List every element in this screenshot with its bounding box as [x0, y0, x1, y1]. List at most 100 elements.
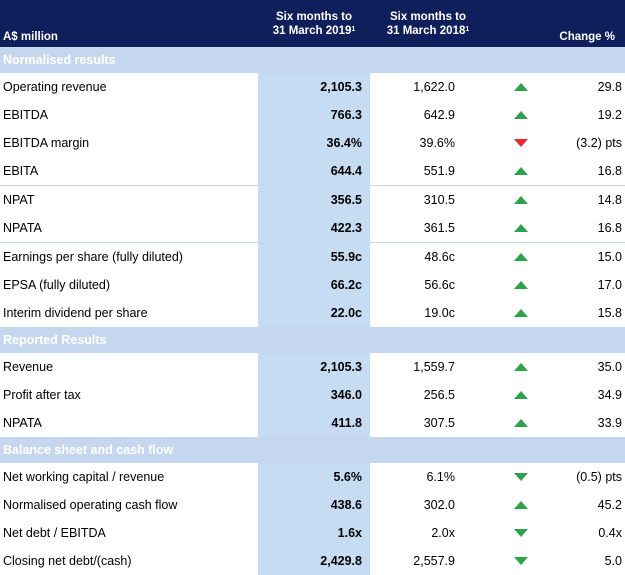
- up-green-icon: [514, 253, 528, 261]
- footnote-marker: 1: [465, 25, 470, 33]
- change-value: 19.2: [597, 108, 622, 122]
- current-value: 346.0: [258, 381, 370, 409]
- change-value: 5.0: [604, 554, 622, 568]
- table-row: Profit after tax 346.0 256.5 34.9: [0, 381, 625, 409]
- change-value: 16.8: [597, 164, 622, 178]
- row-label: Revenue: [3, 360, 54, 374]
- table-row: Interim dividend per share 22.0c 19.0c 15.8: [0, 299, 625, 327]
- prior-value: 1,559.7: [413, 360, 455, 374]
- table-row: Revenue 2,105.3 1,559.7 35.0: [0, 353, 625, 381]
- down-green-icon: [514, 557, 528, 565]
- row-label: Operating revenue: [3, 80, 107, 94]
- row-label: EBITDA margin: [3, 136, 90, 150]
- current-value: 438.6: [258, 491, 370, 519]
- change-value: 29.8: [597, 80, 622, 94]
- trend-cell: [486, 185, 556, 214]
- prior-value: 19.0c: [424, 306, 455, 320]
- prior-value: 2,557.9: [413, 554, 455, 568]
- prior-value: 39.6%: [419, 136, 455, 150]
- change-value: (3.2) pts: [576, 136, 622, 150]
- section-header: Normalised results: [0, 47, 625, 73]
- table-row: Net debt / EBITDA 1.6x 2.0x 0.4x: [0, 519, 625, 547]
- row-label: Normalised operating cash flow: [3, 498, 178, 512]
- prior-value: 6.1%: [426, 470, 456, 484]
- up-green-icon: [514, 281, 528, 289]
- trend-cell: [486, 242, 556, 271]
- trend-cell: [486, 73, 556, 101]
- table-row: NPATA 422.3 361.5 16.8: [0, 214, 625, 243]
- up-green-icon: [514, 167, 528, 175]
- current-value: 55.9c: [258, 242, 370, 271]
- table-row: EPSA (fully diluted) 66.2c 56.6c 17.0: [0, 271, 625, 299]
- up-green-icon: [514, 111, 528, 119]
- trend-cell: [486, 214, 556, 243]
- change-value: 33.9: [597, 416, 622, 430]
- up-green-icon: [514, 363, 528, 371]
- table-row: Earnings per share (fully diluted) 55.9c 4…: [0, 242, 625, 271]
- table-row: NPAT 356.5 310.5 14.8: [0, 185, 625, 214]
- current-value: 22.0c: [258, 299, 370, 327]
- down-green-icon: [514, 473, 528, 481]
- up-green-icon: [514, 196, 528, 204]
- table-row: EBITA 644.4 551.9 16.8: [0, 157, 625, 186]
- prior-value: 361.5: [423, 221, 455, 235]
- prior-value: 56.6c: [424, 278, 455, 292]
- trend-cell: [486, 299, 556, 327]
- down-red-icon: [514, 139, 528, 147]
- change-value: 14.8: [556, 185, 625, 214]
- trend-cell: [486, 157, 556, 186]
- table-row: Normalised operating cash flow 438.6 302.0…: [0, 491, 625, 519]
- current-value: 644.4: [258, 157, 370, 186]
- change-value: 35.0: [597, 360, 622, 374]
- row-label: NPAT: [0, 185, 258, 214]
- trend-cell: [486, 463, 556, 491]
- trend-cell: [486, 101, 556, 129]
- section-header: Reported Results: [0, 327, 625, 353]
- prior-value: 256.5: [423, 388, 455, 402]
- up-green-icon: [514, 309, 528, 317]
- prior-value: 310.5: [370, 185, 486, 214]
- row-label: Interim dividend per share: [3, 306, 148, 320]
- table-row: NPATA 411.8 307.5 33.9: [0, 409, 625, 437]
- col-header-current: Six months to 31 March 20191: [258, 0, 370, 47]
- current-value: 36.4%: [258, 129, 370, 157]
- current-value: 766.3: [258, 101, 370, 129]
- change-value: 16.8: [597, 221, 622, 235]
- prior-value: 307.5: [423, 416, 455, 430]
- trend-cell: [486, 547, 556, 575]
- change-value: 15.0: [556, 242, 625, 271]
- table-row: EBITDA 766.3 642.9 19.2: [0, 101, 625, 129]
- section-title: Balance sheet and cash flow: [0, 437, 625, 463]
- prior-value: 48.6c: [370, 242, 486, 271]
- trend-cell: [486, 353, 556, 381]
- trend-cell: [486, 491, 556, 519]
- prior-value: 302.0: [423, 498, 455, 512]
- trend-cell: [486, 519, 556, 547]
- change-value: 45.2: [597, 498, 622, 512]
- table-header-row: A$ million Six months to 31 March 20191 …: [0, 0, 625, 47]
- table-row: Closing net debt/(cash) 2,429.8 2,557.9 5.0: [0, 547, 625, 575]
- footnote-marker: 1: [351, 25, 356, 33]
- row-label: EBITA: [3, 164, 39, 178]
- table-row: Net working capital / revenue 5.6% 6.1% (0.…: [0, 463, 625, 491]
- up-green-icon: [514, 501, 528, 509]
- row-label: Closing net debt/(cash): [3, 554, 132, 568]
- prior-value: 642.9: [423, 108, 455, 122]
- prior-value: 2.0x: [431, 526, 455, 540]
- row-label: EBITDA: [3, 108, 49, 122]
- change-value: (0.5) pts: [576, 470, 622, 484]
- row-label: EPSA (fully diluted): [3, 278, 110, 292]
- current-value: 356.5: [258, 185, 370, 214]
- current-value: 422.3: [258, 214, 370, 243]
- current-value: 1.6x: [258, 519, 370, 547]
- section-title: Normalised results: [0, 47, 625, 73]
- table-row: EBITDA margin 36.4% 39.6% (3.2) pts: [0, 129, 625, 157]
- col-header-arrow: [486, 0, 556, 47]
- prior-value: 551.9: [423, 164, 455, 178]
- current-value: 5.6%: [258, 463, 370, 491]
- row-label: Net debt / EBITDA: [3, 526, 106, 540]
- current-value: 2,429.8: [258, 547, 370, 575]
- section-title: Reported Results: [0, 327, 625, 353]
- col-header-change: Change %: [556, 0, 625, 47]
